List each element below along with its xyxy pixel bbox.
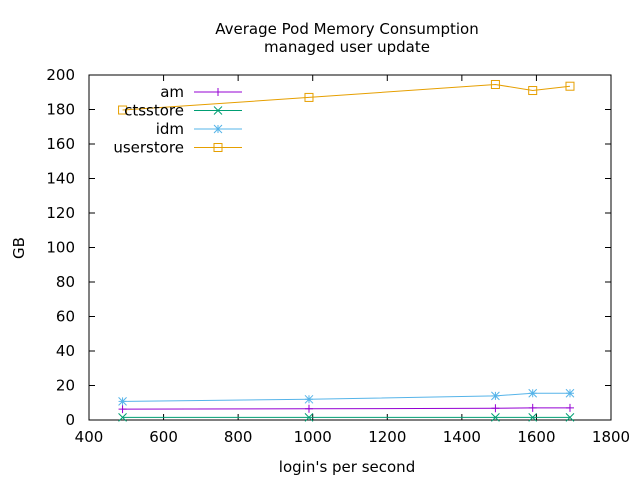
y-tick-label: 60 [56, 308, 75, 326]
legend-label: userstore [113, 139, 184, 157]
legend-entry-ctsstore: ctsstore [124, 102, 242, 120]
data-point-userstore [304, 92, 314, 102]
y-tick-label: 160 [46, 135, 75, 153]
y-axis-label: GB [10, 237, 28, 259]
chart-subtitle: managed user update [264, 38, 430, 56]
legend-entry-am: am [160, 83, 242, 101]
series-line-am [122, 407, 570, 410]
data-point-userstore [528, 86, 538, 96]
chart-title: Average Pod Memory Consumption [215, 20, 478, 38]
legend-entry-idm: idm [156, 120, 242, 138]
y-tick-label: 140 [46, 170, 75, 188]
legend-marker [213, 124, 223, 134]
data-point-userstore [565, 81, 575, 91]
y-tick-label: 0 [65, 411, 75, 429]
data-point-ctsstore [118, 413, 127, 422]
data-point-userstore [490, 79, 500, 89]
data-point-ctsstore [528, 413, 538, 422]
data-point-am [565, 403, 574, 412]
legend-label: am [160, 83, 184, 101]
data-point-idm [118, 397, 127, 406]
data-point-idm [491, 391, 500, 401]
y-tick-label: 80 [56, 273, 75, 291]
data-point-ctsstore [491, 413, 500, 422]
data-point-ctsstore [304, 413, 314, 422]
data-point-idm [565, 388, 575, 398]
axis-ticks: 400 600 800 1000 1200 1400 1600 1800 0 20 40 60 80 10… [46, 66, 630, 446]
legend-marker [214, 88, 222, 96]
y-tick-label: 20 [56, 377, 75, 395]
y-tick-label: 180 [46, 101, 75, 119]
legend-label: ctsstore [124, 102, 184, 120]
legend-marker [213, 143, 223, 152]
data-point-userstore [118, 105, 128, 115]
legend-marker [213, 106, 223, 115]
data-point-am [491, 404, 500, 413]
series-line-userstore [122, 83, 571, 111]
series-group [118, 79, 575, 422]
x-tick-label: 800 [224, 428, 253, 446]
y-tick-label: 40 [56, 342, 75, 360]
legend-entry-userstore: userstore [113, 139, 242, 157]
y-tick-label: 100 [46, 239, 75, 257]
series-am [118, 403, 574, 414]
x-tick-label: 1400 [443, 428, 481, 446]
y-tick-label: 120 [46, 204, 75, 222]
x-tick-label: 400 [75, 428, 104, 446]
data-point-am [528, 403, 537, 412]
x-tick-label: 1800 [592, 428, 630, 446]
data-point-ctsstore [565, 413, 575, 422]
x-tick-label: 600 [149, 428, 178, 446]
x-tick-label: 1000 [294, 428, 332, 446]
x-axis-label: login's per second [279, 458, 415, 476]
series-idm [118, 388, 575, 406]
series-line-idm [122, 392, 570, 402]
series-ctsstore [118, 413, 575, 422]
series-userstore [118, 79, 575, 115]
data-point-idm [304, 394, 314, 404]
x-tick-label: 1600 [517, 428, 555, 446]
legend-label: idm [156, 120, 184, 138]
y-tick-label: 200 [46, 66, 75, 84]
data-point-am [118, 405, 127, 414]
data-point-idm [528, 388, 538, 398]
x-tick-label: 1200 [368, 428, 406, 446]
data-point-am [304, 404, 313, 413]
